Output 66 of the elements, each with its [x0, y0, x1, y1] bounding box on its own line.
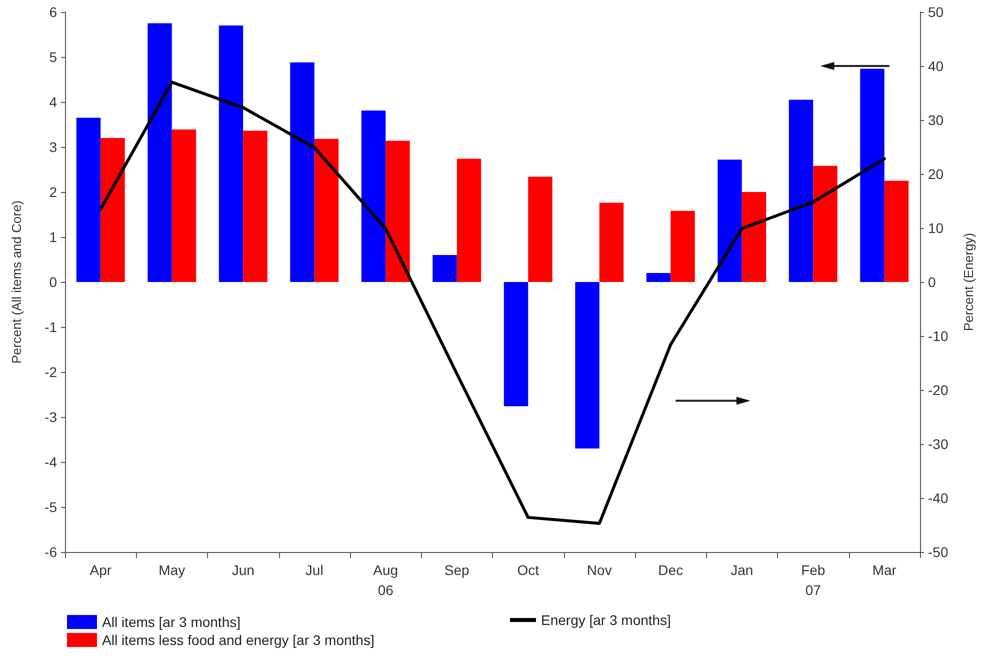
bar	[788, 100, 814, 282]
y-tick-label: -1	[44, 319, 58, 335]
bar	[218, 26, 244, 282]
legend-label: All items [ar 3 months]	[102, 614, 240, 630]
x-tick-label: Dec	[658, 562, 684, 578]
x-tick-label: Jan	[730, 562, 754, 578]
x-tick-label: Jun	[232, 562, 254, 578]
y2-tick-label: 10	[928, 220, 944, 236]
bar	[860, 68, 884, 282]
x-tick-label: May	[158, 562, 186, 578]
y-tick-label: 3	[49, 139, 58, 155]
bar	[504, 282, 528, 406]
legend-label: All items less food and energy [ar 3 months]	[102, 632, 374, 648]
bar	[361, 110, 386, 282]
x-tick-label: Sep	[444, 562, 470, 578]
y2-tick-label: 40	[928, 58, 944, 74]
x-tick-label: Mar	[872, 562, 897, 578]
y2-tick-label: 0	[928, 274, 936, 290]
bar	[646, 273, 671, 282]
bar	[813, 166, 838, 282]
bar	[432, 255, 457, 282]
y-tick-label: 5	[49, 49, 58, 65]
y2-axis-title: Percent (Energy)	[961, 232, 976, 332]
bar	[76, 118, 101, 282]
y2-tick-label: -10	[928, 328, 948, 344]
bar	[314, 138, 339, 282]
bar	[386, 140, 410, 282]
y2-tick-label: -20	[928, 382, 948, 398]
x-tick-label: Oct	[517, 562, 540, 578]
bar	[742, 192, 766, 282]
bar	[243, 130, 268, 282]
x-tick-label: Apr	[90, 562, 112, 578]
bar	[456, 158, 482, 282]
x-tick-label: Nov	[586, 562, 612, 578]
bar	[670, 210, 695, 282]
y-tick-label: -5	[44, 499, 58, 515]
bar	[290, 62, 314, 282]
y-axis-title: Percent (All items and Core)	[9, 200, 24, 364]
bar	[718, 160, 742, 282]
y2-tick-label: 30	[928, 112, 944, 128]
y-tick-label: 4	[49, 94, 58, 110]
y-tick-label: 2	[49, 184, 58, 200]
y2-tick-label: -30	[928, 436, 948, 452]
bar	[172, 129, 196, 282]
x-tick-label: Feb 07	[801, 562, 826, 598]
line-series	[99, 80, 886, 525]
bar	[599, 202, 624, 282]
legend-label: Energy [ar 3 months]	[541, 612, 671, 628]
y2-tick-label: -50	[928, 544, 948, 560]
bar	[884, 180, 909, 282]
y-tick-label: -3	[44, 409, 58, 425]
y-tick-label: 6	[49, 4, 58, 20]
y-tick-label: -2	[44, 364, 58, 380]
bar	[528, 176, 552, 282]
bar	[148, 23, 172, 282]
y-tick-label: -4	[44, 454, 58, 470]
y2-tick-label: -40	[928, 490, 948, 506]
y-tick-label: 1	[49, 229, 58, 245]
y-tick-label: 0	[49, 274, 58, 290]
x-tick-label: Aug 06	[373, 562, 398, 598]
y-tick-label: -6	[44, 544, 58, 560]
bar	[100, 138, 125, 282]
y2-tick-label: 50	[928, 4, 944, 20]
y2-tick-label: 20	[928, 166, 944, 182]
x-tick-label: Jul	[305, 562, 324, 578]
bar	[575, 282, 600, 448]
